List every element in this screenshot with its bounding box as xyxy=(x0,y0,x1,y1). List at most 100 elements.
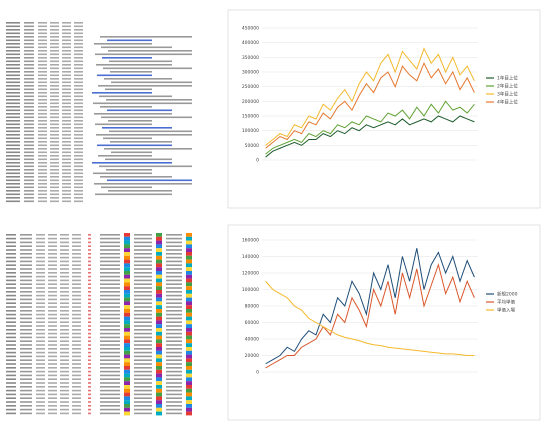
cell-text xyxy=(60,253,69,255)
cell-text xyxy=(88,397,91,399)
cell-text xyxy=(6,193,20,196)
cell-text xyxy=(100,408,120,411)
cell-text xyxy=(60,408,69,411)
cell-text xyxy=(36,272,45,274)
cell-text xyxy=(38,162,47,164)
cell-color xyxy=(156,244,162,249)
cell-text xyxy=(50,116,59,119)
cell-text xyxy=(60,389,69,392)
cell-text xyxy=(166,234,182,236)
cell-text xyxy=(100,272,120,274)
cell-text xyxy=(100,310,120,312)
cell-color xyxy=(186,396,192,401)
cell-text xyxy=(62,74,71,77)
cell-text xyxy=(24,92,34,94)
cell-text xyxy=(48,401,57,403)
cell-text xyxy=(50,137,59,140)
cell-text xyxy=(74,57,83,59)
cell-color xyxy=(124,316,130,321)
cell-text xyxy=(134,401,152,403)
cell-color xyxy=(156,305,162,309)
cell-text xyxy=(50,64,59,66)
cell-text xyxy=(72,401,81,403)
cell-text xyxy=(48,344,57,346)
cell-text xyxy=(20,260,32,263)
cell-text xyxy=(62,158,71,161)
cell-text xyxy=(62,57,71,59)
cell-text xyxy=(6,329,16,331)
cell-text xyxy=(48,234,57,236)
cell-text xyxy=(74,190,83,192)
cell-color xyxy=(186,373,192,378)
cell-text xyxy=(100,332,120,335)
cell-text xyxy=(24,186,34,189)
cell-text xyxy=(74,32,83,35)
y-tick-label: 40000 xyxy=(245,337,259,343)
cell-text xyxy=(38,39,47,42)
cell-color xyxy=(186,297,192,302)
cell-text xyxy=(36,374,45,377)
cell-color xyxy=(156,404,162,408)
cell-text xyxy=(24,57,34,59)
cell-color xyxy=(124,312,130,317)
cell-text xyxy=(100,393,120,396)
cell-text xyxy=(24,172,34,175)
cell-color xyxy=(156,293,162,298)
cell-text xyxy=(74,106,83,108)
cell-text xyxy=(60,260,69,263)
cell-text xyxy=(134,386,152,388)
cell-text xyxy=(38,109,47,112)
cell-text xyxy=(60,355,69,358)
cell-text xyxy=(36,268,45,270)
cell-text xyxy=(36,401,45,403)
cell-text xyxy=(36,412,45,415)
cell-text xyxy=(134,268,152,270)
cell-text xyxy=(38,43,47,45)
y-tick-label: 160000 xyxy=(242,238,259,244)
cell-text xyxy=(166,279,182,282)
cell-color xyxy=(186,354,192,359)
cell-text xyxy=(24,99,34,101)
cell-text xyxy=(48,317,57,320)
cell-text xyxy=(38,81,47,84)
cell-text xyxy=(74,64,83,66)
cell-text xyxy=(20,393,32,396)
cell-color xyxy=(156,354,162,359)
cell-text xyxy=(50,32,59,35)
cell-text xyxy=(6,397,16,399)
cell-text xyxy=(20,264,32,266)
cell-text xyxy=(6,291,16,293)
cell-text xyxy=(60,386,69,388)
cell-text xyxy=(104,78,172,80)
cell-text xyxy=(60,279,69,282)
series-line xyxy=(265,248,475,365)
cell-color xyxy=(156,339,162,344)
cell-color xyxy=(124,236,130,241)
cell-text xyxy=(107,39,152,42)
cell-text xyxy=(50,36,59,38)
cell-text xyxy=(62,127,71,129)
cell-text xyxy=(62,179,71,182)
cell-text xyxy=(102,127,172,129)
cell-text xyxy=(20,306,32,308)
cell-text xyxy=(72,359,81,361)
cell-text xyxy=(106,169,152,171)
cell-color xyxy=(156,358,162,363)
cell-text xyxy=(88,340,91,342)
cell-text xyxy=(36,340,45,342)
cell-text xyxy=(74,36,83,38)
cell-text xyxy=(38,141,47,143)
cell-text xyxy=(74,88,83,91)
cell-text xyxy=(50,57,59,59)
cell-color xyxy=(186,400,192,404)
cell-text xyxy=(38,92,47,94)
cell-text xyxy=(72,382,81,384)
cell-text xyxy=(72,306,81,308)
cell-text xyxy=(100,374,120,377)
cell-text xyxy=(134,325,152,327)
cell-color xyxy=(186,335,192,340)
y-tick-label: 140000 xyxy=(242,254,259,260)
cell-color xyxy=(186,252,192,256)
cell-text xyxy=(48,382,57,384)
cell-text xyxy=(36,291,45,293)
